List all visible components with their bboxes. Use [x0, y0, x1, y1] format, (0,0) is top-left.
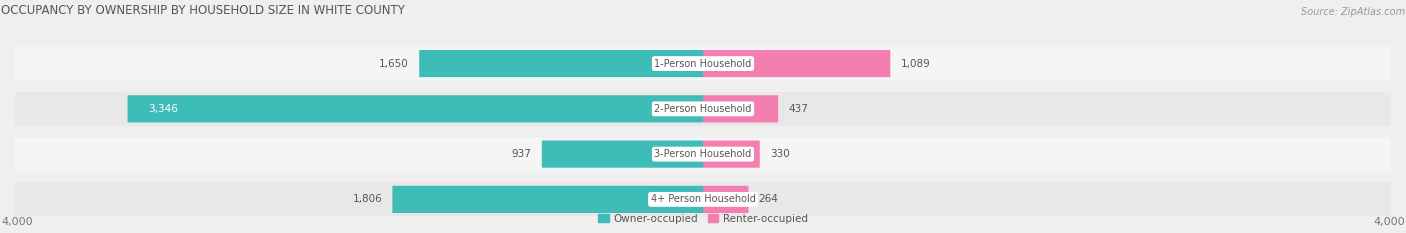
Text: 264: 264 — [759, 194, 779, 204]
Text: 3,346: 3,346 — [148, 104, 179, 114]
Text: OCCUPANCY BY OWNERSHIP BY HOUSEHOLD SIZE IN WHITE COUNTY: OCCUPANCY BY OWNERSHIP BY HOUSEHOLD SIZE… — [1, 4, 405, 17]
Text: 1,650: 1,650 — [380, 58, 409, 69]
Text: 937: 937 — [512, 149, 531, 159]
Text: 1-Person Household: 1-Person Household — [654, 58, 752, 69]
FancyBboxPatch shape — [392, 186, 703, 213]
Text: 4,000: 4,000 — [1374, 217, 1405, 227]
Text: 3-Person Household: 3-Person Household — [654, 149, 752, 159]
Text: 4+ Person Household: 4+ Person Household — [651, 194, 755, 204]
Text: Source: ZipAtlas.com: Source: ZipAtlas.com — [1301, 7, 1405, 17]
FancyBboxPatch shape — [128, 95, 703, 122]
Text: 4,000: 4,000 — [1, 217, 32, 227]
FancyBboxPatch shape — [1, 47, 1405, 80]
FancyBboxPatch shape — [1, 137, 1405, 171]
FancyBboxPatch shape — [1, 92, 1405, 126]
FancyBboxPatch shape — [703, 95, 778, 122]
Text: 437: 437 — [789, 104, 808, 114]
FancyBboxPatch shape — [419, 50, 703, 77]
Text: 1,806: 1,806 — [353, 194, 382, 204]
Text: 2-Person Household: 2-Person Household — [654, 104, 752, 114]
Text: 330: 330 — [770, 149, 790, 159]
Legend: Owner-occupied, Renter-occupied: Owner-occupied, Renter-occupied — [599, 214, 807, 224]
Text: 1,089: 1,089 — [901, 58, 931, 69]
FancyBboxPatch shape — [703, 140, 759, 168]
FancyBboxPatch shape — [1, 183, 1405, 216]
FancyBboxPatch shape — [541, 140, 703, 168]
FancyBboxPatch shape — [703, 50, 890, 77]
FancyBboxPatch shape — [703, 186, 748, 213]
